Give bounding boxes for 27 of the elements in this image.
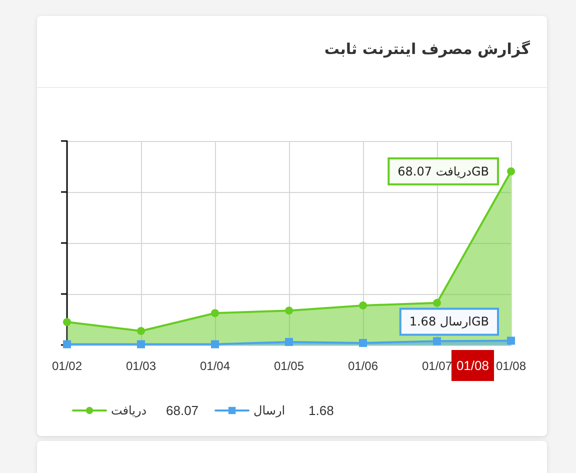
data-label: 1.68 ارسالGB — [409, 314, 489, 329]
data-label: 68.07 دریافتGB — [398, 164, 489, 178]
x-tick-label: 01/03 — [126, 359, 156, 373]
x-tick-label: 01/02 — [52, 359, 82, 373]
point — [433, 298, 441, 307]
point — [433, 337, 441, 346]
legend-label: دریافت — [111, 404, 147, 418]
point — [285, 338, 293, 346]
point — [359, 338, 367, 347]
text: 1.68 — [308, 403, 334, 418]
point — [137, 326, 145, 335]
text: 68.07 — [166, 403, 199, 418]
chart-title: گزارش مصرف اینترنت ثابت — [323, 39, 531, 59]
point — [137, 340, 145, 348]
point — [211, 309, 219, 318]
point — [359, 301, 367, 310]
legend-label: ارسال — [254, 404, 286, 418]
point — [507, 167, 515, 176]
point — [211, 340, 219, 348]
point — [285, 306, 293, 315]
x-tick-label: 01/08 — [496, 359, 526, 373]
point — [63, 318, 71, 326]
x-tick-label: 01/04 — [200, 359, 230, 373]
x-tick-label: 01/06 — [348, 359, 378, 373]
x-tick-label: 01/07 — [422, 359, 452, 373]
x-tick-label: 01/05 — [274, 359, 304, 373]
point — [507, 336, 515, 345]
